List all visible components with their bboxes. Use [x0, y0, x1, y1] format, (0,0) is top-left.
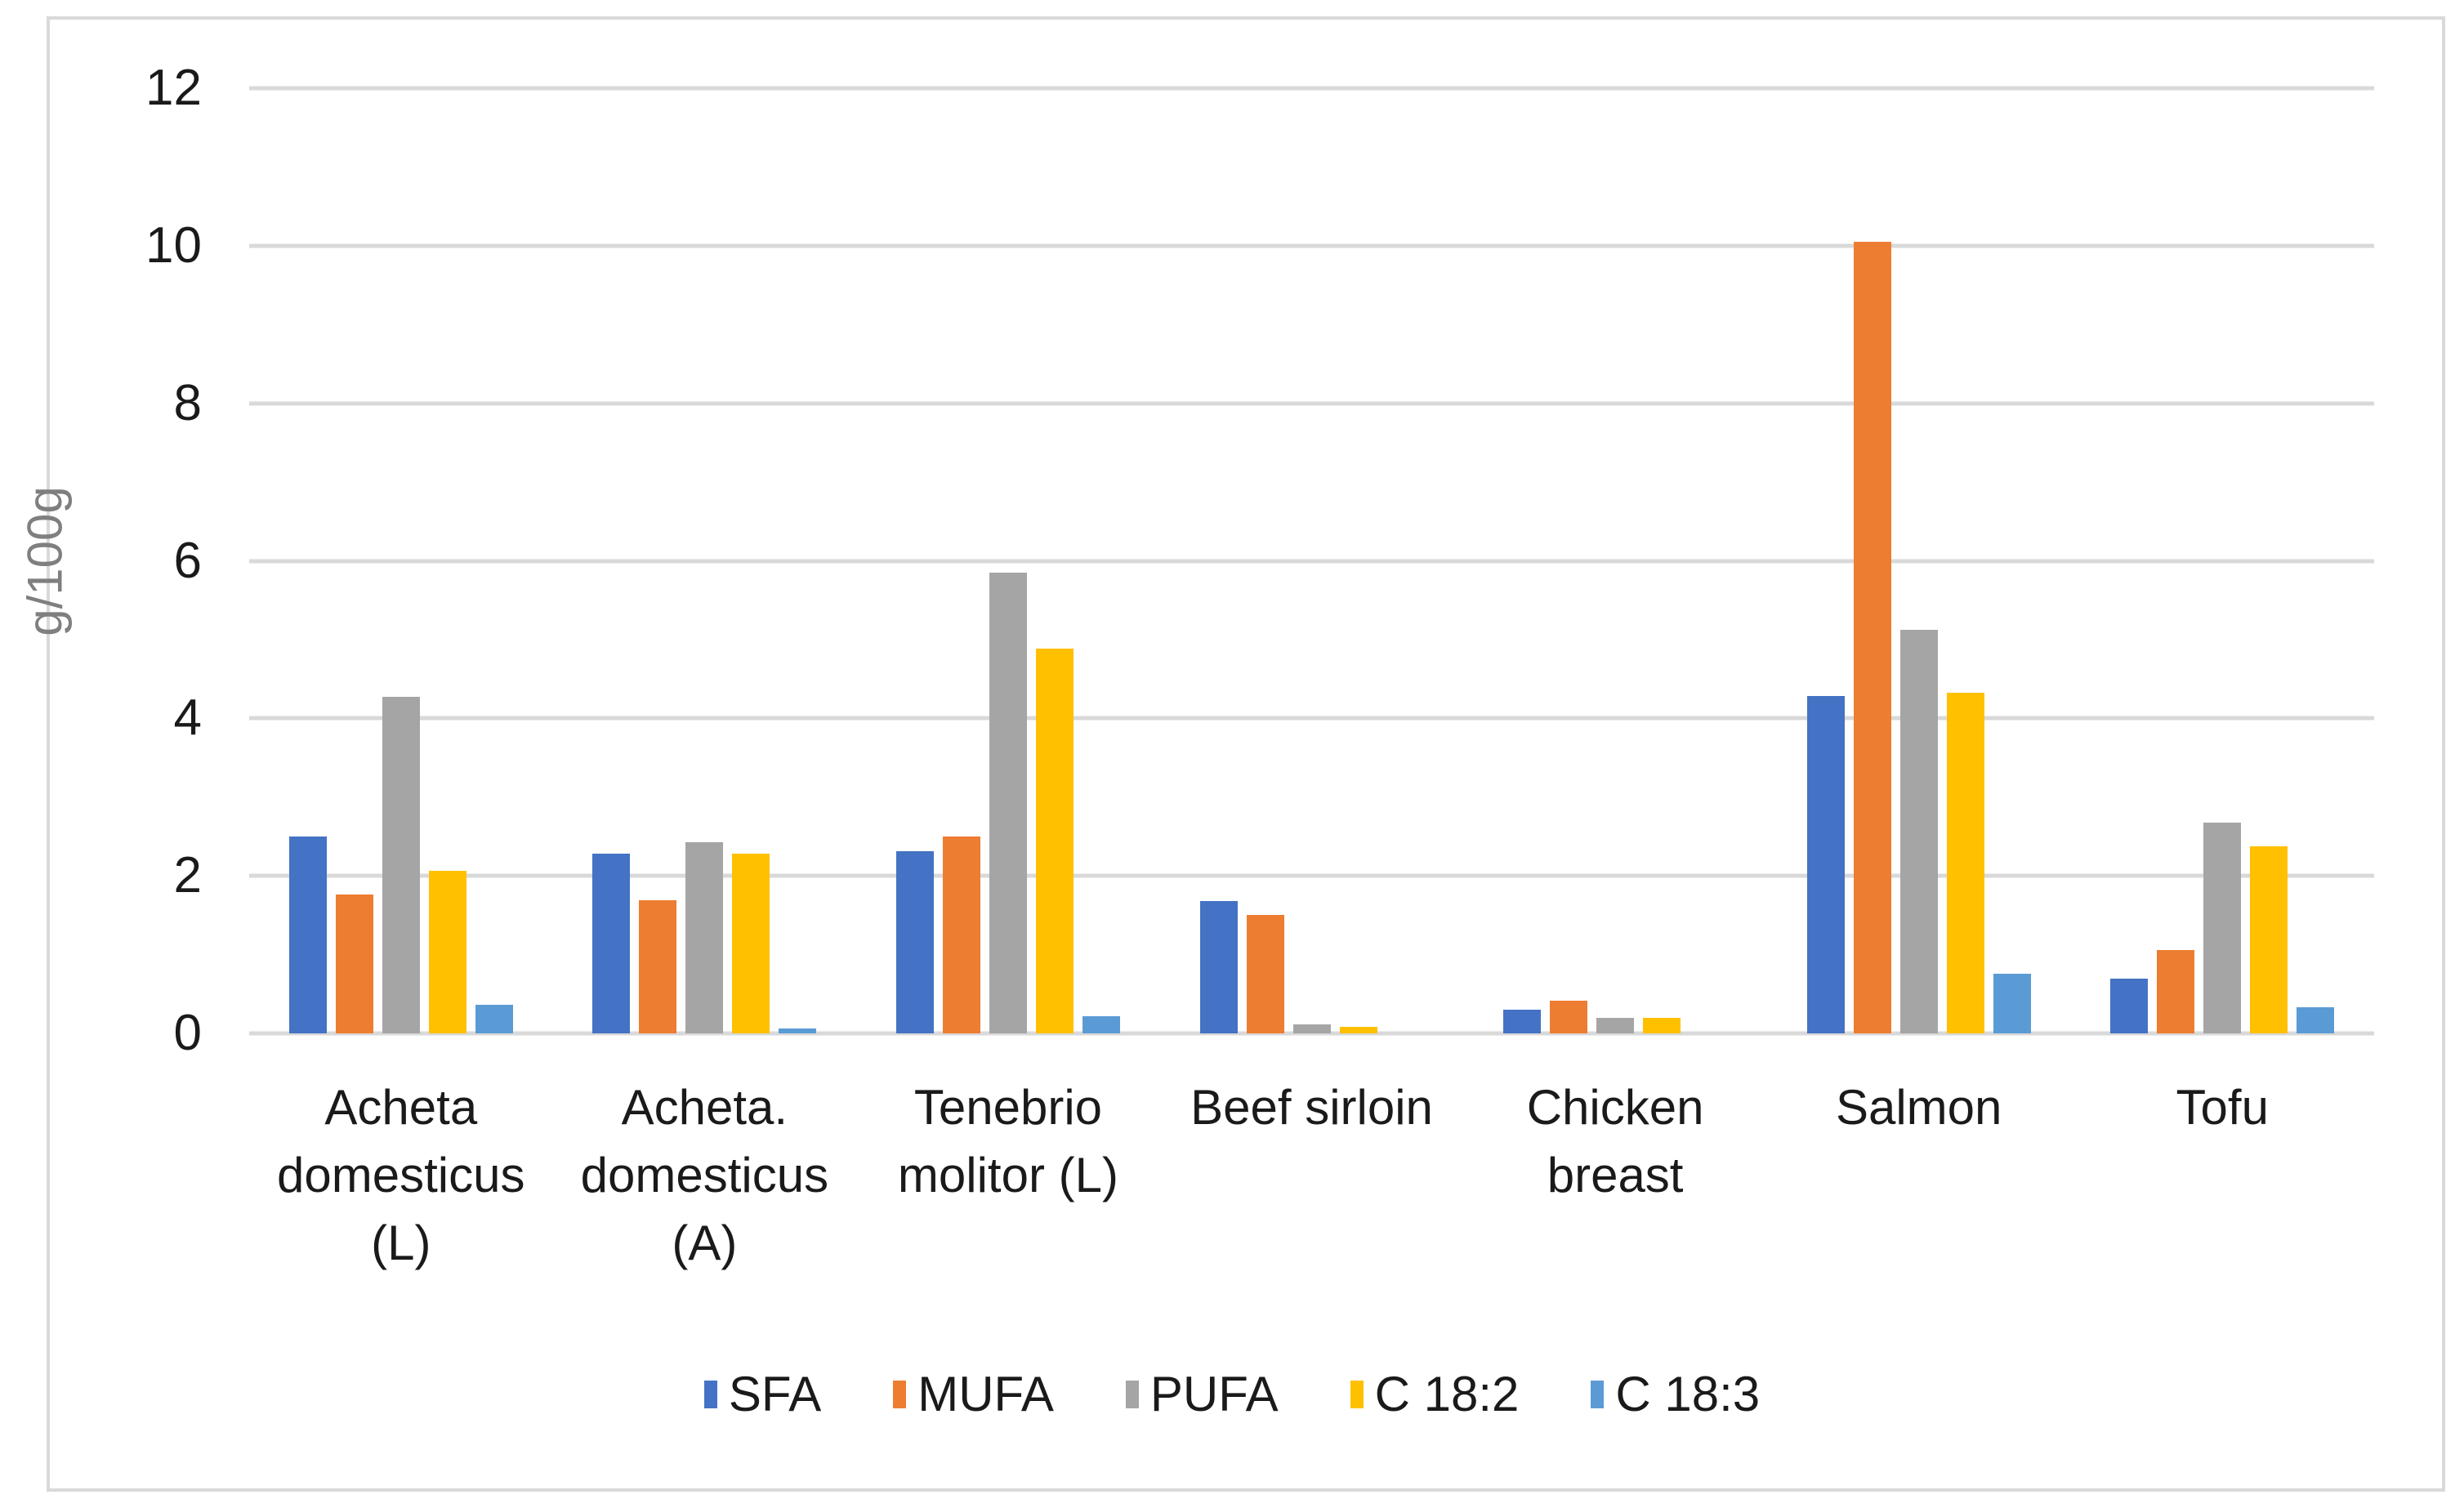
legend-item-sfa: SFA: [703, 1366, 822, 1422]
legend-label: C 18:2: [1374, 1367, 1520, 1421]
bar-sfa-5: [1806, 696, 1845, 1033]
gridline-12: [249, 86, 2374, 91]
bar-group-0: [249, 88, 553, 1033]
bar-mufa-3: [1246, 915, 1284, 1033]
bar-c18:2-1: [732, 854, 770, 1033]
x-axis-label-5: Salmon: [1835, 1080, 2002, 1135]
bar-sfa-1: [592, 854, 631, 1033]
gridline-2: [249, 873, 2374, 878]
x-axis-label-2: Tenebrio molitor (L): [897, 1080, 1118, 1202]
bar-sfa-3: [1199, 901, 1238, 1033]
bar-sfa-0: [288, 836, 327, 1033]
bar-mufa-2: [942, 836, 980, 1033]
bar-sfa-6: [2110, 978, 2149, 1033]
legend-item-c18:2: C 18:2: [1350, 1366, 1520, 1422]
legend-swatch-icon: [703, 1380, 717, 1408]
legend-item-pufa: PUFA: [1125, 1366, 1279, 1422]
legend-item-c18:3: C 18:3: [1591, 1366, 1760, 1422]
bar-c18:2-2: [1035, 648, 1074, 1033]
legend-label: MUFA: [917, 1367, 1054, 1421]
chart-frame: [47, 16, 2445, 1492]
bar-c18:2-5: [1946, 693, 1984, 1033]
bar-c18:2-0: [428, 871, 466, 1033]
gridline-4: [249, 716, 2374, 721]
bar-sfa-4: [1503, 1010, 1542, 1033]
bar-pufa-6: [2203, 822, 2242, 1033]
bar-c18:3-1: [779, 1028, 817, 1033]
x-axis-label-3: Beef sirloin: [1190, 1080, 1433, 1135]
bar-c18:2-3: [1339, 1027, 1377, 1033]
bar-group-1: [553, 88, 857, 1033]
bars-layer: [249, 88, 2374, 1033]
gridline-6: [249, 559, 2374, 563]
bar-group-2: [856, 88, 1160, 1033]
bar-mufa-1: [639, 900, 677, 1033]
gridline-10: [249, 243, 2374, 248]
bar-pufa-2: [989, 572, 1027, 1033]
bar-c18:3-5: [1993, 973, 2031, 1033]
x-axis-label-4: Chicken breast: [1526, 1080, 1704, 1202]
bar-mufa-6: [2157, 949, 2195, 1033]
x-axis-labels: Acheta domesticus (L) Acheta. domesticus …: [249, 1074, 2374, 1277]
bar-group-4: [1463, 88, 1767, 1033]
legend-item-mufa: MUFA: [893, 1366, 1054, 1422]
bar-group-5: [1767, 88, 2071, 1033]
legend: SFA MUFA PUFA C 18:2 C 18:3: [0, 1366, 2464, 1422]
bar-c18:3-6: [2297, 1007, 2335, 1033]
bar-pufa-5: [1899, 630, 1938, 1033]
bar-pufa-4: [1596, 1017, 1635, 1033]
legend-label: PUFA: [1149, 1367, 1279, 1421]
x-axis-label-6: Tofu: [2176, 1080, 2269, 1135]
gridline-0: [249, 1031, 2374, 1036]
bar-pufa-1: [685, 841, 724, 1033]
bar-pufa-0: [382, 697, 420, 1033]
legend-swatch-icon: [1350, 1380, 1364, 1408]
gridline-8: [249, 401, 2374, 406]
x-axis-label-0: Acheta domesticus (L): [277, 1080, 525, 1270]
bar-c18:2-6: [2250, 845, 2288, 1033]
y-axis-title: g/100g: [17, 485, 73, 636]
legend-swatch-icon: [893, 1380, 907, 1408]
bar-c18:3-0: [475, 1005, 513, 1033]
legend-label: SFA: [728, 1367, 822, 1421]
bar-mufa-0: [335, 895, 373, 1033]
x-axis-label-1: Acheta. domesticus (A): [580, 1080, 829, 1270]
legend-swatch-icon: [1125, 1380, 1139, 1408]
bar-c18:2-4: [1643, 1017, 1681, 1033]
bar-group-3: [1160, 88, 1464, 1033]
legend-swatch-icon: [1591, 1380, 1605, 1408]
bar-pufa-3: [1292, 1024, 1331, 1033]
bar-mufa-5: [1853, 242, 1891, 1033]
bar-mufa-4: [1550, 1001, 1588, 1033]
bar-group-6: [2070, 88, 2374, 1033]
bar-c18:3-2: [1082, 1015, 1120, 1033]
plot-area: 024681012 g/100g: [18, 63, 2374, 1059]
legend-label: C 18:3: [1615, 1367, 1761, 1421]
bar-sfa-2: [895, 851, 934, 1033]
